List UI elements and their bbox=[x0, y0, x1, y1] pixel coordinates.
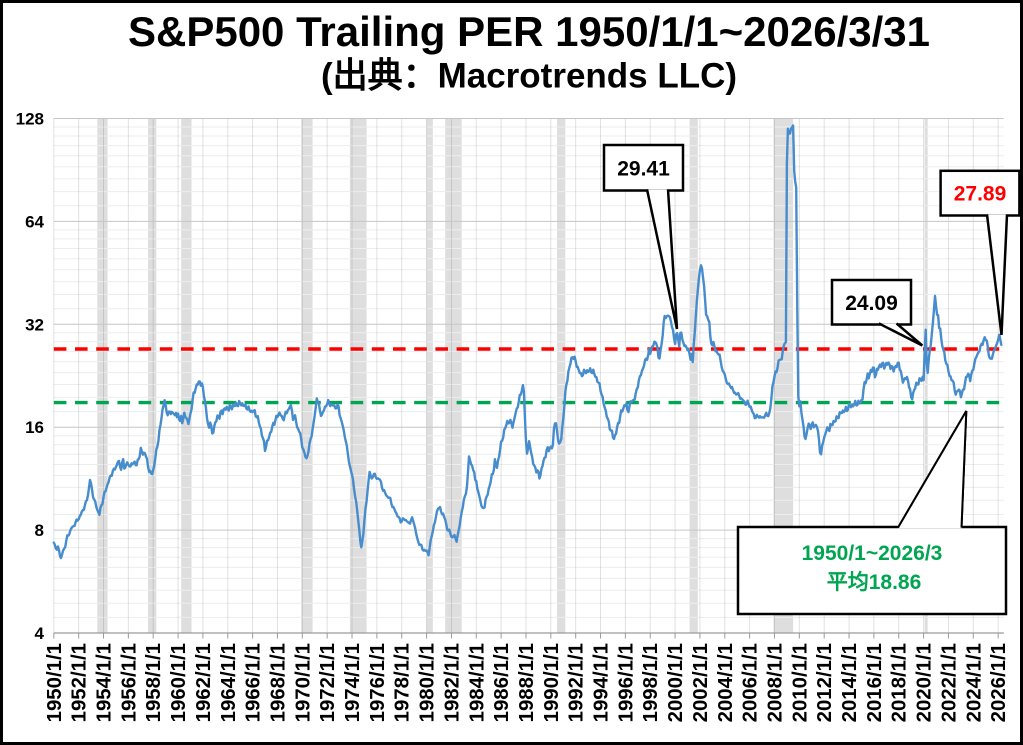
svg-text:1992/1/1: 1992/1/1 bbox=[566, 643, 588, 722]
svg-text:2014/1/1: 2014/1/1 bbox=[839, 643, 861, 722]
svg-text:1988/1/1: 1988/1/1 bbox=[516, 643, 538, 722]
svg-text:1984/1/1: 1984/1/1 bbox=[466, 643, 488, 722]
svg-text:8: 8 bbox=[35, 521, 44, 540]
svg-text:1964/1/1: 1964/1/1 bbox=[218, 643, 240, 722]
svg-text:16: 16 bbox=[25, 418, 44, 437]
svg-text:1982/1/1: 1982/1/1 bbox=[441, 643, 463, 722]
svg-text:2008/1/1: 2008/1/1 bbox=[765, 643, 787, 722]
svg-text:1972/1/1: 1972/1/1 bbox=[317, 643, 339, 722]
svg-text:2020/1/1: 2020/1/1 bbox=[914, 643, 936, 722]
svg-text:2002/1/1: 2002/1/1 bbox=[690, 643, 712, 722]
svg-text:1980/1/1: 1980/1/1 bbox=[417, 643, 439, 722]
svg-text:1970/1/1: 1970/1/1 bbox=[292, 643, 314, 722]
svg-text:1974/1/1: 1974/1/1 bbox=[342, 643, 364, 722]
svg-text:1978/1/1: 1978/1/1 bbox=[392, 643, 414, 722]
svg-text:1962/1/1: 1962/1/1 bbox=[193, 643, 215, 722]
svg-text:1986/1/1: 1986/1/1 bbox=[491, 643, 513, 722]
svg-text:2026/1/1: 2026/1/1 bbox=[988, 643, 1010, 722]
svg-text:1956/1/1: 1956/1/1 bbox=[118, 643, 140, 722]
svg-text:2024/1/1: 2024/1/1 bbox=[963, 643, 985, 722]
svg-text:27.89: 27.89 bbox=[954, 183, 1007, 206]
svg-text:1954/1/1: 1954/1/1 bbox=[94, 643, 116, 722]
svg-text:2022/1/1: 2022/1/1 bbox=[938, 643, 960, 722]
svg-text:2012/1/1: 2012/1/1 bbox=[814, 643, 836, 722]
svg-text:128: 128 bbox=[16, 110, 44, 129]
svg-text:(出典：Macrotrends LLC): (出典：Macrotrends LLC) bbox=[321, 57, 737, 96]
svg-text:S&P500 Trailing PER 1950/1/1~2: S&P500 Trailing PER 1950/1/1~2026/3/31 bbox=[128, 8, 930, 55]
svg-text:1990/1/1: 1990/1/1 bbox=[541, 643, 563, 722]
svg-text:2004/1/1: 2004/1/1 bbox=[715, 643, 737, 722]
svg-text:1996/1/1: 1996/1/1 bbox=[615, 643, 637, 722]
svg-text:1968/1/1: 1968/1/1 bbox=[268, 643, 290, 722]
svg-text:1994/1/1: 1994/1/1 bbox=[591, 643, 613, 722]
svg-text:1976/1/1: 1976/1/1 bbox=[367, 643, 389, 722]
svg-text:2000/1/1: 2000/1/1 bbox=[665, 643, 687, 722]
svg-text:1950/1~2026/3: 1950/1~2026/3 bbox=[802, 542, 943, 565]
svg-text:24.09: 24.09 bbox=[845, 292, 898, 315]
svg-text:2016/1/1: 2016/1/1 bbox=[864, 643, 886, 722]
svg-text:1966/1/1: 1966/1/1 bbox=[243, 643, 265, 722]
svg-text:1950/1/1: 1950/1/1 bbox=[44, 643, 66, 722]
svg-text:1998/1/1: 1998/1/1 bbox=[640, 643, 662, 722]
svg-text:32: 32 bbox=[25, 315, 44, 334]
svg-text:2010/1/1: 2010/1/1 bbox=[789, 643, 811, 722]
svg-text:1958/1/1: 1958/1/1 bbox=[143, 643, 165, 722]
svg-text:29.41: 29.41 bbox=[617, 157, 670, 180]
svg-text:1960/1/1: 1960/1/1 bbox=[168, 643, 190, 722]
svg-text:平均18.86: 平均18.86 bbox=[827, 570, 922, 594]
svg-text:1952/1/1: 1952/1/1 bbox=[69, 643, 91, 722]
svg-text:64: 64 bbox=[25, 212, 44, 231]
svg-text:4: 4 bbox=[35, 624, 45, 643]
svg-text:2018/1/1: 2018/1/1 bbox=[889, 643, 911, 722]
svg-text:2006/1/1: 2006/1/1 bbox=[740, 643, 762, 722]
